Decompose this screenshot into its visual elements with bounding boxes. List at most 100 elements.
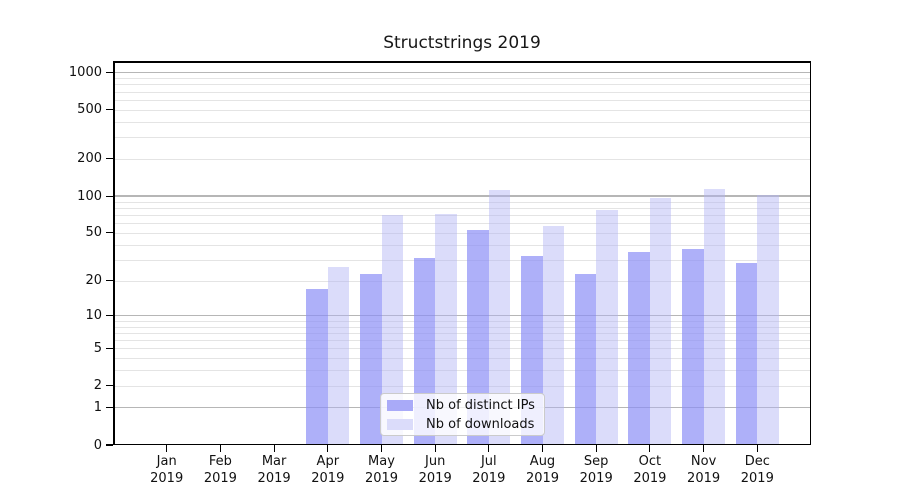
y-gridline-minor <box>114 358 810 360</box>
y-tick-label-2: 2 <box>93 378 102 394</box>
y-tick-label-100: 100 <box>77 188 102 204</box>
bar-distinct-ips-oct <box>628 251 650 445</box>
x-tick-label-dec: Dec 2019 <box>740 454 774 486</box>
x-tick-label-oct: Oct 2019 <box>633 454 667 486</box>
y-gridline-minor <box>114 215 810 217</box>
bar-downloads-apr <box>327 267 350 445</box>
y-gridline-minor <box>114 280 810 282</box>
bar-distinct-ips-dec <box>735 263 758 445</box>
x-tick <box>327 445 329 452</box>
plot-spine-bottom <box>113 443 811 445</box>
x-tick <box>488 445 490 452</box>
x-tick-label-apr: Apr 2019 <box>311 454 345 486</box>
y-tick-label-0: 0 <box>93 437 102 453</box>
x-tick-label-mar: Mar 2019 <box>257 454 291 486</box>
y-gridline-minor <box>114 340 810 341</box>
y-gridline-minor <box>114 320 810 322</box>
plot-spine-right <box>809 61 811 445</box>
x-tick-label-aug: Aug 2019 <box>525 454 560 486</box>
y-tick-label-1000: 1000 <box>68 64 102 80</box>
y-gridline-minor <box>114 109 810 111</box>
y-gridline-major <box>114 314 810 317</box>
y-tick <box>106 71 113 73</box>
x-tick <box>649 445 651 452</box>
legend-item-downloads: Nb of downloads <box>387 415 544 433</box>
x-tick-label-jan: Jan 2019 <box>150 454 184 486</box>
legend: Nb of distinct IPs Nb of downloads <box>380 393 545 436</box>
y-tick-label-10: 10 <box>85 308 102 324</box>
bar-distinct-ips-may <box>360 273 382 445</box>
y-gridline-minor <box>114 121 810 123</box>
bar-downloads-dec <box>757 195 779 445</box>
bar-downloads-jun <box>435 213 457 445</box>
y-tick <box>106 444 113 446</box>
plot-spine-left <box>113 61 115 445</box>
x-tick-label-may: May 2019 <box>364 454 399 486</box>
y-tick <box>106 158 113 160</box>
x-tick-label-jul: Jul 2019 <box>472 454 506 486</box>
x-tick-label-jun: Jun 2019 <box>418 454 452 486</box>
x-tick <box>541 445 544 452</box>
y-gridline-minor <box>114 332 810 334</box>
y-tick-label-200: 200 <box>77 151 102 167</box>
y-gridline-major <box>114 71 810 74</box>
bar-distinct-ips-apr <box>306 289 328 445</box>
y-tick-label-20: 20 <box>85 273 102 289</box>
y-gridline-minor <box>114 232 810 234</box>
x-tick <box>380 445 383 452</box>
x-tick <box>703 445 705 452</box>
y-tick-label-50: 50 <box>85 225 102 241</box>
bar-downloads-may <box>381 215 403 445</box>
y-gridline-minor <box>114 259 810 261</box>
y-gridline-minor <box>114 201 810 203</box>
y-tick-label-5: 5 <box>93 340 102 356</box>
y-gridline-minor <box>114 78 810 79</box>
y-gridline-minor <box>114 208 810 209</box>
bar-distinct-ips-sep <box>574 273 597 445</box>
bar-downloads-aug <box>542 226 564 445</box>
y-gridline-minor <box>114 326 810 328</box>
y-gridline-minor <box>114 158 810 160</box>
y-tick-label-1: 1 <box>93 400 102 416</box>
x-tick <box>595 445 597 452</box>
y-tick <box>106 407 113 409</box>
chart-title: Structstrings 2019 <box>383 33 541 53</box>
y-tick <box>106 280 113 282</box>
x-tick <box>434 445 436 452</box>
y-tick-label-500: 500 <box>77 102 102 118</box>
bar-distinct-ips-nov <box>682 248 704 445</box>
y-gridline-minor <box>114 348 810 350</box>
x-tick <box>166 445 168 452</box>
legend-item-distinct-ips: Nb of distinct IPs <box>387 396 544 414</box>
bar-downloads-oct <box>649 197 672 445</box>
x-tick <box>756 445 758 452</box>
y-tick <box>106 195 113 197</box>
x-tick-label-sep: Sep 2019 <box>579 454 613 486</box>
y-tick <box>106 385 113 387</box>
bar-distinct-ips-jul <box>467 229 489 445</box>
legend-swatch-downloads <box>387 418 413 430</box>
legend-swatch-distinct-ips <box>387 399 413 411</box>
y-gridline-minor <box>114 223 810 225</box>
y-tick <box>106 315 113 317</box>
legend-label-downloads: Nb of downloads <box>426 416 535 432</box>
y-tick <box>106 347 113 349</box>
x-tick <box>219 445 221 452</box>
x-tick-label-feb: Feb 2019 <box>203 454 237 486</box>
x-tick-label-nov: Nov 2019 <box>687 454 721 486</box>
bar-downloads-jul <box>488 190 511 445</box>
bar-downloads-nov <box>703 188 726 445</box>
y-gridline-minor <box>114 84 810 86</box>
y-gridline-minor <box>114 137 810 139</box>
bar-downloads-sep <box>596 210 618 445</box>
y-gridline-major <box>114 195 810 197</box>
legend-label-distinct-ips: Nb of distinct IPs <box>426 397 535 413</box>
y-gridline-minor <box>114 385 810 387</box>
y-gridline-minor <box>114 99 810 101</box>
y-gridline-minor <box>114 370 810 372</box>
plot-spine-top <box>113 61 811 63</box>
y-tick <box>106 109 113 111</box>
y-tick <box>106 232 113 234</box>
y-gridline-minor <box>114 244 810 246</box>
